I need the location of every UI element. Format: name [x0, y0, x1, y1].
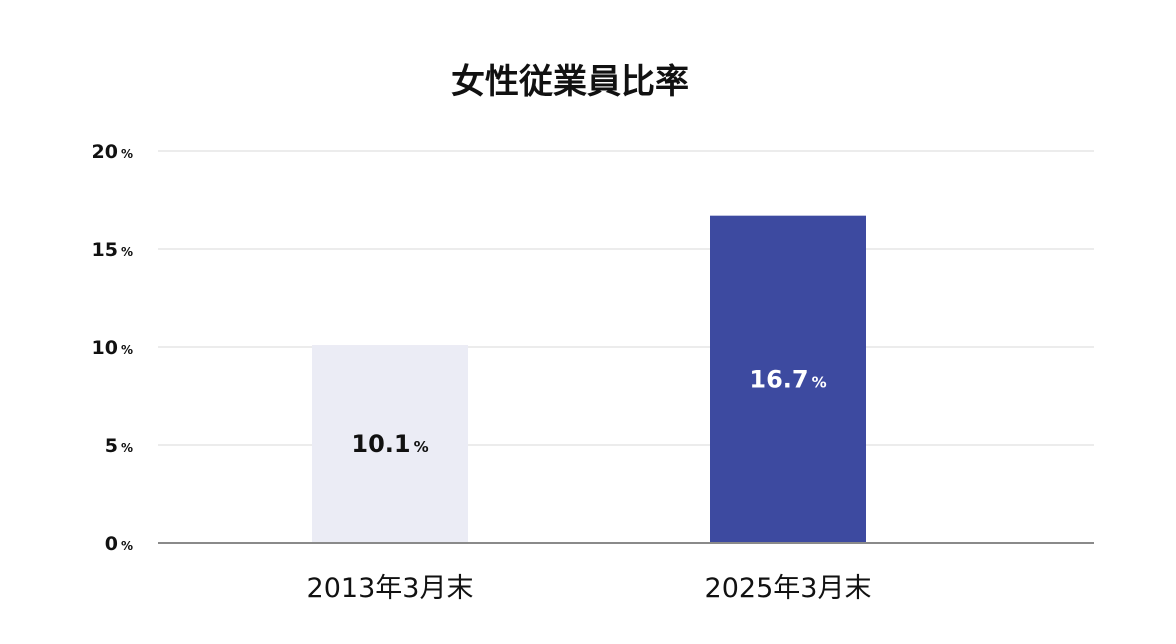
- x-tick-label: 2025年3月末: [705, 573, 872, 604]
- y-tick-label: 15%: [92, 239, 133, 261]
- bar-value-labels: 10.1 % 16.7%: [351, 365, 826, 458]
- bar-value-label: 10.1%: [351, 430, 428, 458]
- bars: [312, 215, 866, 543]
- y-tick-label: 10%: [92, 337, 133, 359]
- chart-title: 女性従業員比率: [451, 62, 689, 102]
- bar: [312, 345, 468, 543]
- y-tick-label: 5%: [105, 435, 133, 457]
- bar: [710, 215, 866, 543]
- y-tick-label: 20%: [92, 141, 133, 163]
- x-axis-ticks: 2013年3月末 2025年3月末: [307, 573, 872, 604]
- bar-value-label: 16.7%: [749, 365, 826, 393]
- x-tick-label: 2013年3月末: [307, 573, 474, 604]
- grid-lines: [158, 150, 1094, 446]
- y-tick-label: 0%: [105, 533, 133, 555]
- y-axis-ticks: 0 % 5 % 10 % 15 % 20%: [92, 141, 133, 555]
